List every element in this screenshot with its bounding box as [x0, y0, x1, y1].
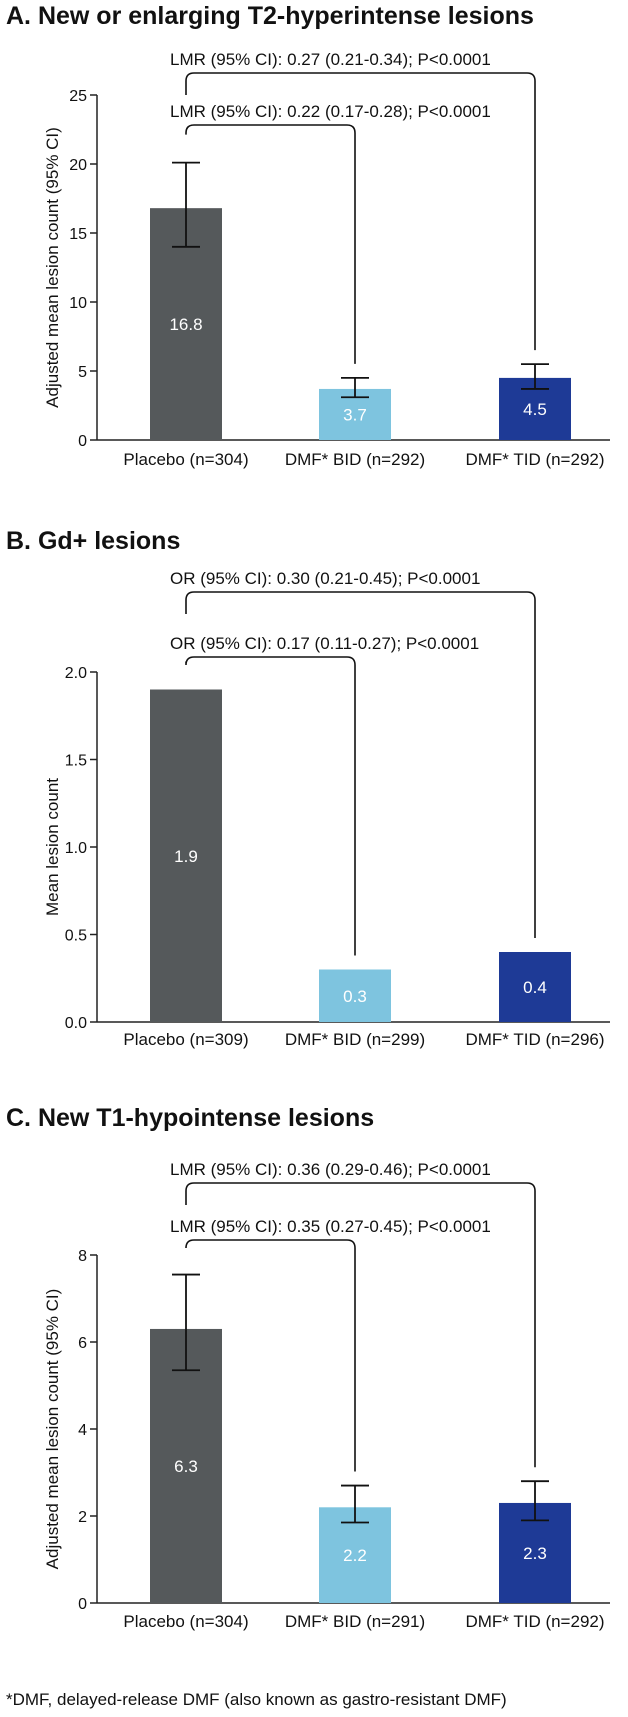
bar	[499, 952, 571, 1022]
footnote: *DMF, delayed-release DMF (also known as…	[6, 1690, 507, 1709]
x-category-label: Placebo (n=309)	[123, 1030, 248, 1049]
y-tick-label: 15	[69, 226, 87, 243]
y-axis-label: Adjusted mean lesion count (95% CI)	[43, 1289, 62, 1570]
bar-value-label: 2.3	[523, 1544, 547, 1563]
panel-title: A. New or enlarging T2-hyperintense lesi…	[6, 2, 534, 30]
comparison-bracket	[185, 1182, 536, 1468]
bar	[150, 1328, 222, 1603]
x-category-label: DMF* TID (n=296)	[465, 1030, 604, 1049]
comparison-bracket	[185, 591, 536, 938]
x-category-label: Placebo (n=304)	[123, 1612, 248, 1631]
panel-t1-lesions: C. New T1-hypointense lesions 0 2 4 6 8 Adjus…	[6, 1104, 610, 1631]
x-category-label: DMF* TID (n=292)	[465, 450, 604, 469]
panel-title: B. Gd+ lesions	[6, 527, 181, 555]
comparison-bracket	[185, 1239, 356, 1472]
comparison-bracket	[185, 124, 356, 364]
chart-t2-lesions: 0 5 10 15 20 25 Adjusted mean lesion count (95…	[43, 50, 610, 469]
comparison-label: LMR (95% CI): 0.35 (0.27-0.45); P<0.0001	[170, 1217, 491, 1236]
y-tick-label: 8	[78, 1248, 87, 1265]
y-tick-label: 1.5	[65, 753, 87, 770]
y-axis-label: Mean lesion count	[43, 778, 62, 916]
bar-value-label: 0.4	[523, 978, 547, 997]
x-category-label: DMF* TID (n=292)	[465, 1612, 604, 1631]
x-category-label: DMF* BID (n=299)	[285, 1030, 425, 1049]
comparison-label: LMR (95% CI): 0.27 (0.21-0.34); P<0.0001	[170, 50, 491, 69]
comparison-label: OR (95% CI): 0.30 (0.21-0.45); P<0.0001	[170, 569, 480, 588]
comparison-bracket	[185, 656, 356, 956]
y-axis-label: Adjusted mean lesion count (95% CI)	[43, 127, 62, 408]
panel-gd-lesions: B. Gd+ lesions 0.0 0.5 1.0 1.5 2.0 Mean lesio…	[6, 527, 610, 1049]
bar-value-label: 3.7	[343, 405, 367, 424]
bar	[150, 689, 222, 1022]
y-tick-label: 0	[78, 1596, 87, 1613]
y-tick-label: 1.0	[65, 840, 87, 857]
y-tick-label: 4	[78, 1422, 87, 1439]
comparison-label: OR (95% CI): 0.17 (0.11-0.27); P<0.0001	[170, 634, 479, 653]
y-tick-label: 10	[69, 295, 87, 312]
bar-value-label: 0.3	[343, 987, 367, 1006]
comparison-label: LMR (95% CI): 0.36 (0.29-0.46); P<0.0001	[170, 1160, 491, 1179]
y-tick-label: 2.0	[65, 665, 87, 682]
chart-gd-lesions: 0.0 0.5 1.0 1.5 2.0 Mean lesion count 1.9 Place…	[43, 569, 610, 1049]
panel-t2-lesions: A. New or enlarging T2-hyperintense lesi…	[0, 0, 628, 470]
comparison-label: LMR (95% CI): 0.22 (0.17-0.28); P<0.0001	[170, 102, 491, 121]
bar-value-label: 1.9	[174, 847, 198, 866]
panel-title: C. New T1-hypointense lesions	[6, 1104, 375, 1132]
bar-value-label: 4.5	[523, 400, 547, 419]
y-tick-label: 0.0	[65, 1015, 87, 1032]
chart-t1-lesions: 0 2 4 6 8 Adjusted mean lesion count (95% CI)…	[43, 1160, 610, 1631]
x-category-label: DMF* BID (n=292)	[285, 450, 425, 469]
x-category-label: DMF* BID (n=291)	[285, 1612, 425, 1631]
bar-value-label: 6.3	[174, 1457, 198, 1476]
y-tick-label: 0.5	[65, 928, 87, 945]
y-tick-label: 0	[78, 433, 87, 450]
y-tick-label: 5	[78, 364, 87, 381]
y-tick-label: 2	[78, 1509, 87, 1526]
y-tick-label: 6	[78, 1335, 87, 1352]
bar	[319, 969, 391, 1022]
bar-value-label: 16.8	[169, 315, 202, 334]
comparison-bracket	[185, 72, 536, 351]
x-category-label: Placebo (n=304)	[123, 450, 248, 469]
y-tick-label: 20	[69, 157, 87, 174]
bar-value-label: 2.2	[343, 1546, 367, 1565]
y-tick-label: 25	[69, 88, 87, 105]
